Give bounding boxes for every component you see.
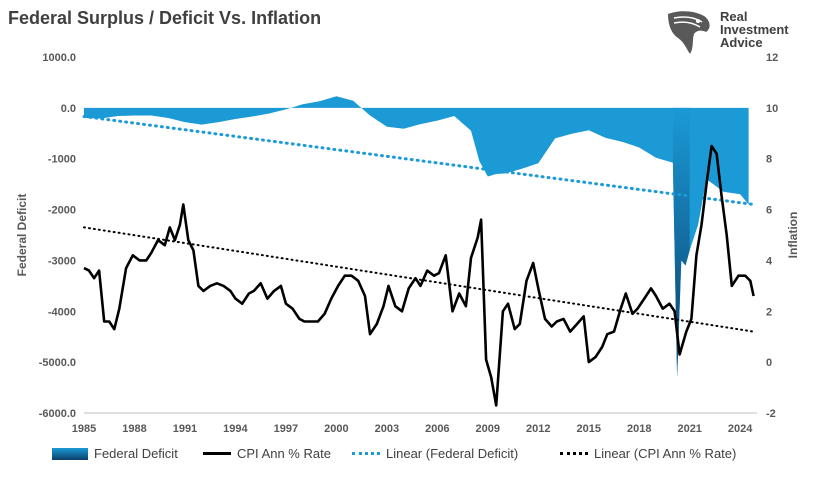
legend-label-lin-deficit: Linear (Federal Deficit) [386,446,519,461]
y2-tick-label: 4 [766,255,773,267]
logo-line-1: Real [720,9,748,24]
y-tick-label: -5000.0 [39,357,76,369]
y2-tick-label: 6 [766,205,772,217]
legend-swatch-lin-cpi [560,452,588,455]
y2-tick-label: 0 [766,357,772,369]
legend-item-cpi: CPI Ann % Rate [203,446,331,461]
legend-swatch-lin-deficit [352,452,380,455]
y2-tick-label: 12 [766,52,778,64]
x-tick-label: 2006 [425,423,449,435]
y2-tick-label: 10 [766,103,778,115]
legend-label-cpi: CPI Ann % Rate [237,446,331,461]
x-tick-label: 2015 [577,423,601,435]
y2-tick-label: 2 [766,306,772,318]
y2-tick-label: 8 [766,154,772,166]
y2-tick-label: -2 [766,408,776,420]
legend-swatch-deficit [52,447,88,460]
brand-logo: Real Investment Advice [664,8,814,56]
logo-line-2: Investment [720,22,789,37]
x-tick-label: 1994 [223,423,248,435]
x-tick-label: 2012 [526,423,550,435]
x-tick-label: 2018 [627,423,651,435]
legend-item-lin-cpi: Linear (CPI Ann % Rate) [560,446,736,461]
y2-axis-title: Inflation [786,212,800,259]
x-tick-label: 2000 [324,423,348,435]
y-tick-label: -1000 [48,154,76,166]
y-tick-label: -4000 [48,306,76,318]
cpi-line [83,144,755,407]
x-tick-label: 1985 [72,423,96,435]
legend-item-deficit: Federal Deficit [52,446,178,461]
deficit-area [84,96,749,378]
y-tick-label: -6000.0 [39,408,76,420]
x-tick-label: 2024 [728,423,753,435]
logo-line-3: Advice [720,35,763,50]
legend-item-lin-deficit: Linear (Federal Deficit) [352,446,518,461]
y-tick-label: 1000.0 [42,52,76,64]
y-tick-label: 0.0 [61,103,76,115]
trendline-deficit [82,115,756,206]
legend-label-lin-cpi: Linear (CPI Ann % Rate) [594,446,737,461]
chart-legend: Federal Deficit CPI Ann % Rate Linear (F… [0,446,817,466]
eagle-head-icon [668,11,710,54]
chart-title: Federal Surplus / Deficit Vs. Inflation [8,8,322,28]
y-tick-label: -2000 [48,205,76,217]
trendline-cpi [83,226,755,333]
x-tick-label: 1988 [122,423,146,435]
x-tick-label: 1991 [173,423,197,435]
deficit-covid-spike [672,107,690,378]
x-tick-label: 1997 [274,423,298,435]
legend-swatch-cpi [203,452,231,455]
x-tick-label: 2021 [677,423,701,435]
y-tick-label: -3000 [48,255,76,267]
x-tick-label: 2003 [375,423,399,435]
x-tick-label: 2009 [476,423,500,435]
legend-label-deficit: Federal Deficit [94,446,178,461]
y-axis-title: Federal Deficit [15,194,29,277]
